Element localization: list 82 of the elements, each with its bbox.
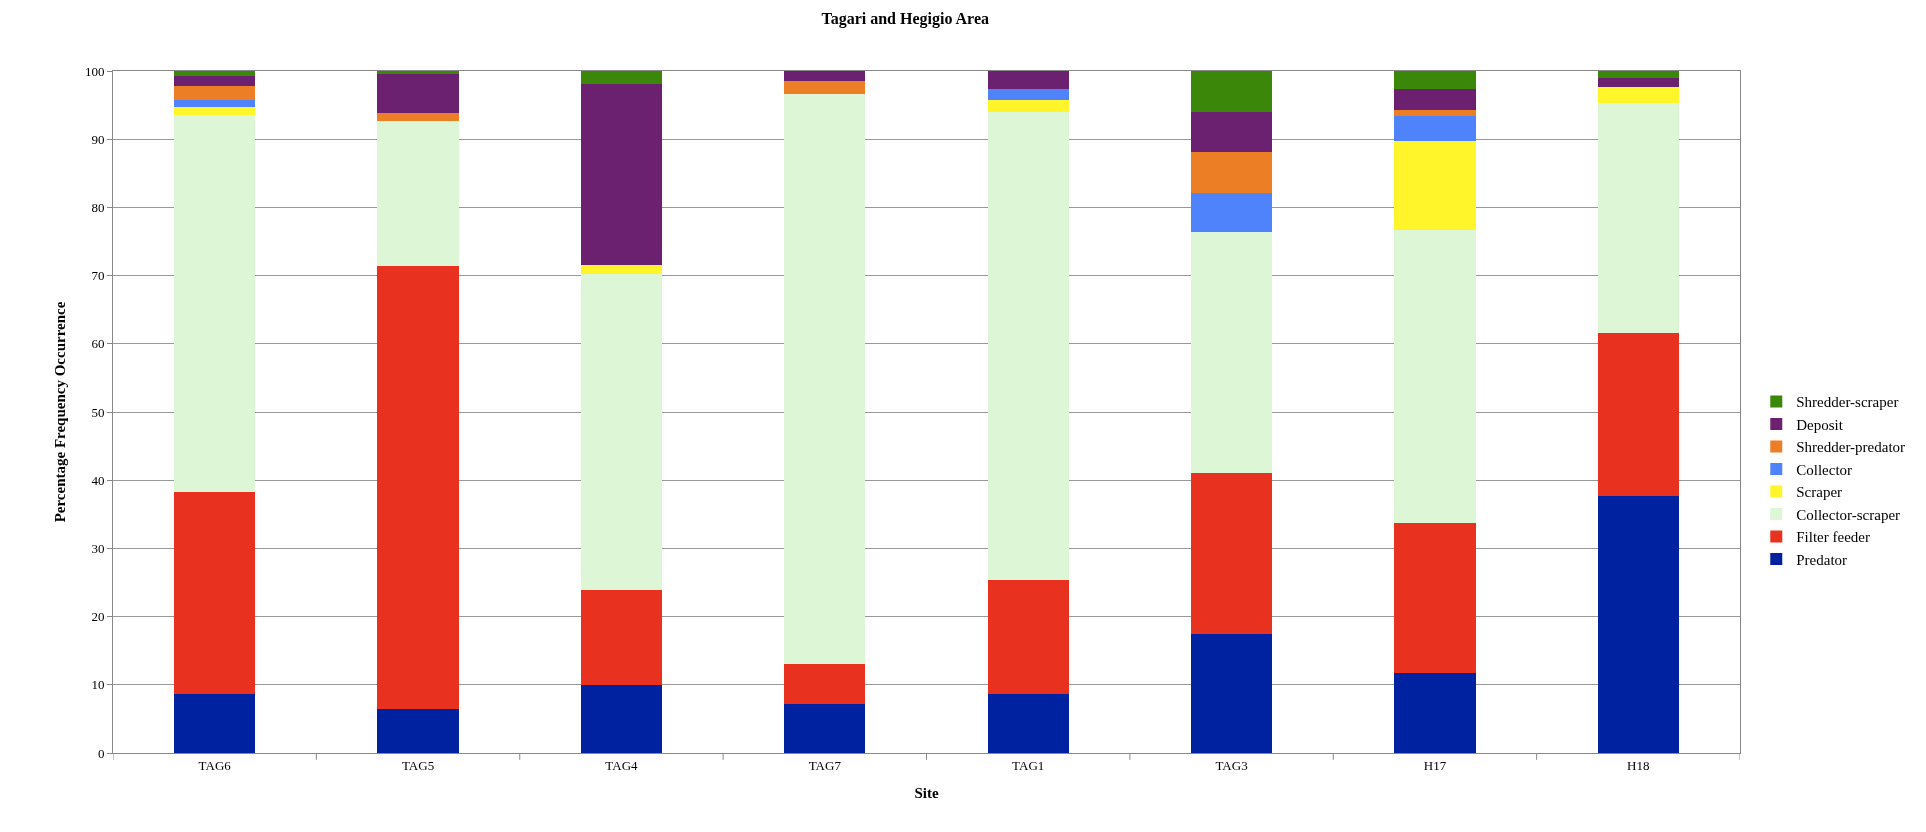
bar (1394, 229, 1476, 524)
legend-label: Filter feeder (1796, 529, 1870, 546)
bar (377, 112, 459, 122)
legend-label: Predator (1796, 551, 1848, 568)
x-tick-label: H18 (1627, 757, 1650, 773)
bar (784, 93, 866, 664)
bar (377, 708, 459, 753)
bar (1394, 116, 1476, 142)
bar (1597, 87, 1679, 104)
bar (1394, 141, 1476, 230)
legend-label: Shredder-scraper (1796, 394, 1899, 411)
y-tick-label: 0 (97, 745, 105, 761)
bar (1597, 103, 1679, 333)
bar (1394, 89, 1476, 110)
bar (1394, 523, 1476, 674)
legend-label: Scraper (1796, 484, 1843, 501)
x-tick-label: TAG3 (1215, 757, 1248, 773)
x-tick-label: TAG4 (605, 757, 639, 773)
bar (174, 76, 256, 86)
y-tick-label: 30 (91, 540, 105, 556)
y-tick-label: 60 (91, 336, 105, 352)
bar (1190, 152, 1273, 194)
bar (1394, 109, 1476, 117)
bar (784, 703, 866, 753)
bar (1190, 231, 1273, 473)
bar (580, 71, 663, 84)
legend-label: Deposit (1796, 416, 1844, 433)
chart-title: Tagari and Hegigio Area (821, 9, 990, 28)
bar (987, 88, 1069, 101)
bar (580, 83, 663, 265)
bar (580, 590, 663, 685)
y-tick-label: 10 (91, 677, 105, 693)
bar (377, 71, 459, 74)
bar (1190, 634, 1273, 753)
bar (1394, 673, 1476, 753)
legend-label: Collector (1796, 461, 1853, 478)
y-tick-label: 80 (91, 199, 105, 215)
bar (1597, 332, 1679, 496)
y-axis-title: Percentage Frequency Occurrence (52, 301, 69, 523)
bar (377, 121, 459, 267)
bar (1190, 111, 1273, 153)
legend-label: Collector-scraper (1796, 506, 1901, 523)
bar (377, 266, 459, 709)
x-axis-title: Site (914, 784, 939, 801)
bar (784, 71, 866, 81)
bar (174, 115, 256, 492)
bar (1597, 495, 1679, 753)
x-tick-label: TAG1 (1012, 757, 1045, 773)
y-tick-label: 100 (84, 63, 105, 79)
bar (580, 264, 663, 275)
bar (174, 100, 256, 108)
bar (174, 86, 256, 101)
bar (580, 274, 663, 590)
bar (377, 73, 459, 113)
bar (174, 71, 256, 77)
x-tick-label: TAG5 (401, 757, 435, 773)
bar (987, 579, 1069, 694)
x-tick-label: H17 (1423, 757, 1447, 773)
y-tick-label: 40 (91, 472, 105, 488)
y-tick-label: 70 (91, 268, 105, 284)
bar (987, 111, 1069, 580)
bar (174, 693, 256, 753)
bar (174, 107, 256, 116)
x-tick-label: TAG6 (198, 757, 232, 773)
bar (987, 100, 1069, 112)
bar (580, 684, 663, 753)
bar (1190, 71, 1273, 112)
bar (987, 71, 1069, 89)
y-tick-label: 90 (91, 131, 105, 147)
bar (784, 663, 866, 704)
bar (987, 693, 1069, 753)
bar (1394, 71, 1476, 90)
y-tick-label: 20 (91, 609, 105, 625)
y-tick-label: 50 (91, 404, 105, 420)
bar (1190, 472, 1273, 635)
bar (784, 80, 866, 94)
bar (174, 491, 256, 694)
legend-label: Shredder-predator (1796, 439, 1906, 456)
bar (1190, 193, 1273, 232)
x-tick-label: TAG7 (808, 757, 842, 773)
bar (1597, 77, 1679, 88)
bar (1597, 71, 1679, 78)
